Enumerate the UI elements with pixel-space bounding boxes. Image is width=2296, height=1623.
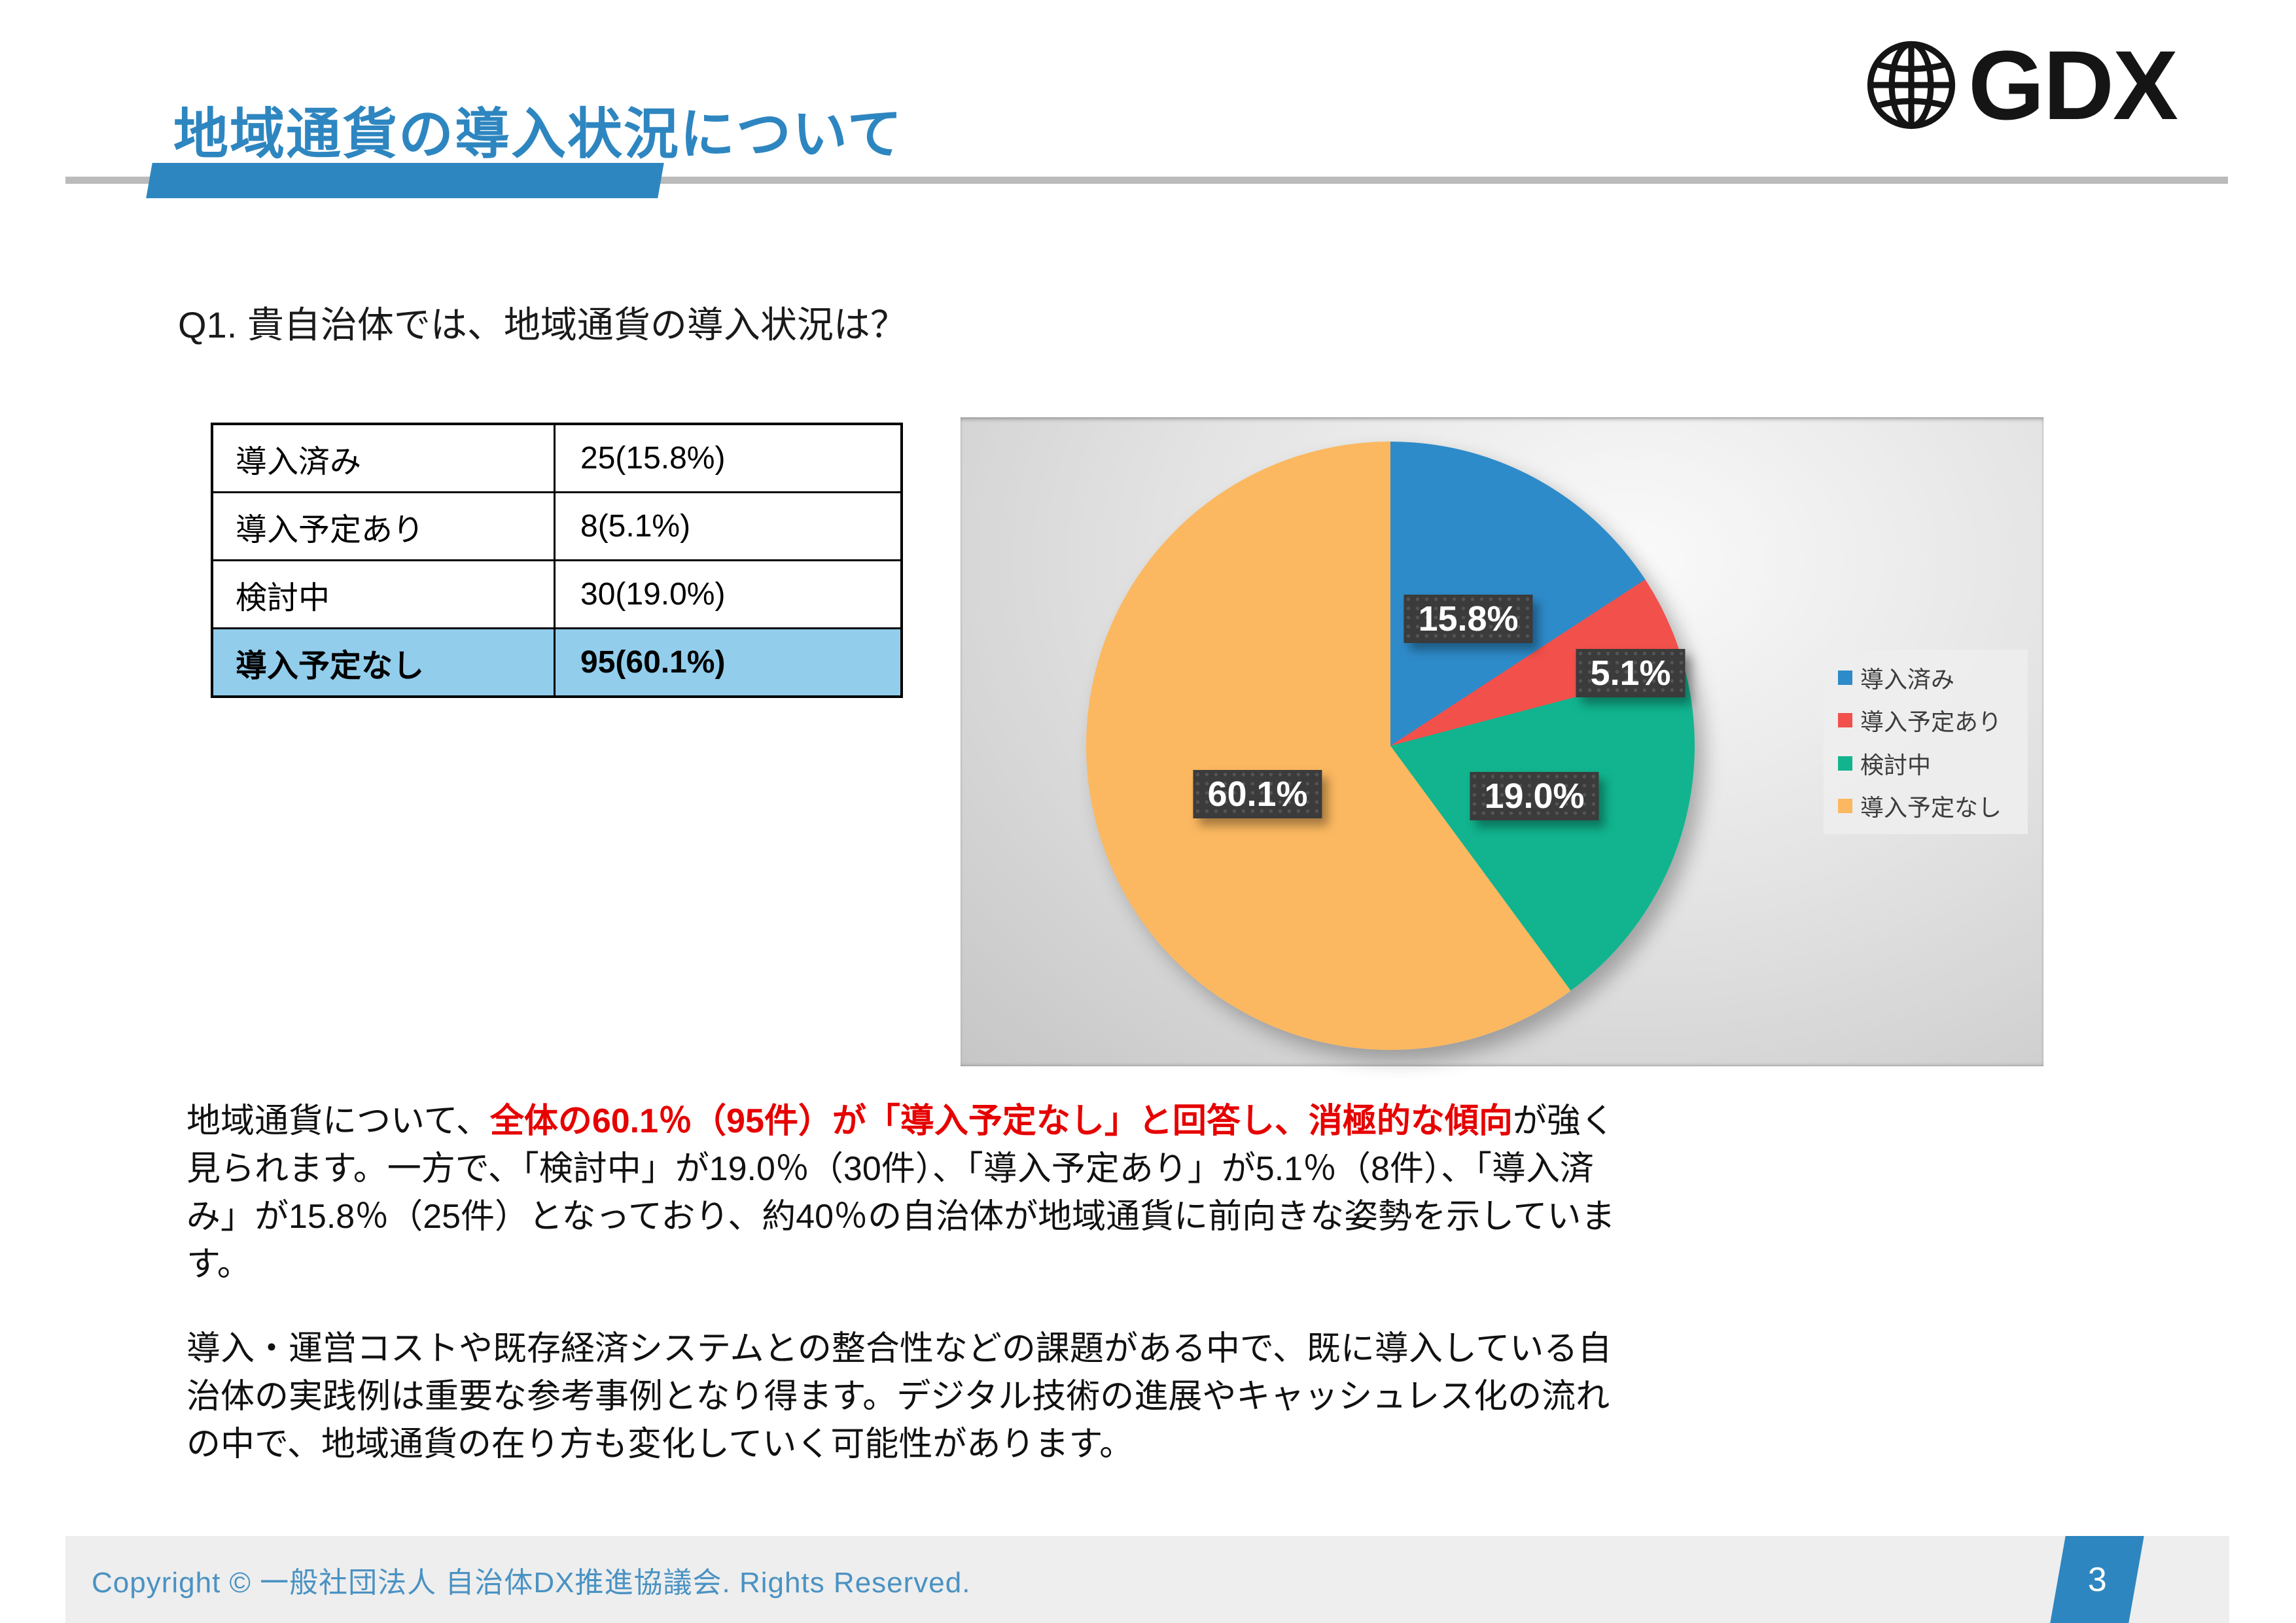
table-cell-label: 導入予定あり: [211, 491, 556, 561]
legend-label: 導入予定なし: [1860, 794, 2002, 822]
table-row-highlighted: 導入予定なし 95(60.1%): [211, 627, 903, 698]
legend-swatch: [1838, 670, 1852, 685]
chart-legend: 導入済み 導入予定あり 検討中 導入予定なし: [1824, 650, 2028, 834]
legend-label: 導入済み: [1860, 665, 1955, 693]
legend-item: 導入済み: [1838, 661, 2028, 695]
logo-text: GDX: [1968, 30, 2178, 140]
summary-table: 導入済み 25(15.8%) 導入予定あり 8(5.1%) 検討中 30(19.…: [211, 423, 903, 698]
legend-item: 検討中: [1838, 746, 2028, 780]
globe-icon: [1867, 41, 1956, 130]
legend-label: 導入予定あり: [1860, 708, 2002, 736]
paragraph-1-lead: 地域通貨について、: [186, 1102, 490, 1140]
legend-item: 導入予定あり: [1838, 703, 2028, 737]
pie-data-label: 60.1%: [1193, 770, 1322, 818]
pie-data-label: 5.1%: [1576, 649, 1686, 697]
table-row: 導入済み 25(15.8%): [211, 423, 903, 493]
pie-chart-panel: 15.8% 5.1% 19.0% 60.1% 導入済み 導入予定あり 検討中 導…: [961, 417, 2043, 1066]
copyright-text: Copyright © 一般社団法人 自治体DX推進協議会. Rights Re…: [92, 1566, 971, 1599]
paragraph-1-rest: が強く見られます。一方で、「検討中」が19.0％（30件）、「導入予定あり」が5…: [186, 1102, 1616, 1284]
table-cell-value: 25(15.8%): [554, 423, 903, 493]
table-cell-label: 導入予定なし: [211, 627, 556, 698]
table-row: 検討中 30(19.0%): [211, 559, 903, 629]
title-divider-line: [65, 177, 2228, 184]
table-cell-value: 8(5.1%): [554, 491, 903, 561]
page-number: 3: [2087, 1560, 2107, 1599]
legend-swatch: [1838, 713, 1852, 728]
legend-swatch: [1838, 756, 1852, 771]
table-cell-label: 導入済み: [211, 423, 556, 493]
page-number-badge: 3: [2050, 1536, 2144, 1623]
body-text: 地域通貨について、全体の60.1％（95件）が「導入予定なし」と回答し、消極的な…: [186, 1098, 1626, 1505]
table-cell-value: 95(60.1%): [554, 627, 903, 698]
paragraph-2: 導入・運営コストや既存経済システムとの整合性などの課題がある中で、既に導入してい…: [186, 1330, 1612, 1464]
legend-swatch: [1838, 799, 1852, 814]
pie-data-label: 15.8%: [1404, 595, 1533, 643]
paragraph-1-red-highlight: 全体の60.1％（95件）が「導入予定なし」と回答し、消極的な傾向: [489, 1102, 1513, 1140]
table-cell-label: 検討中: [211, 559, 556, 629]
pie: [1086, 442, 1695, 1050]
paragraph-1: 地域通貨について、全体の60.1％（95件）が「導入予定なし」と回答し、消極的な…: [186, 1098, 1626, 1289]
question-text: Q1. 貴自治体では、地域通貨の導入状況は？: [178, 304, 907, 345]
page-title: 地域通貨の導入状況について: [173, 103, 904, 165]
gdx-logo: GDX: [1865, 30, 2178, 140]
table-cell-value: 30(19.0%): [554, 559, 903, 629]
pie-data-label: 19.0%: [1470, 772, 1599, 820]
legend-item: 導入予定なし: [1838, 789, 2028, 823]
footer-bar: Copyright © 一般社団法人 自治体DX推進協議会. Rights Re…: [65, 1536, 2229, 1623]
legend-label: 検討中: [1860, 751, 1932, 778]
table-row: 導入予定あり 8(5.1%): [211, 491, 903, 561]
